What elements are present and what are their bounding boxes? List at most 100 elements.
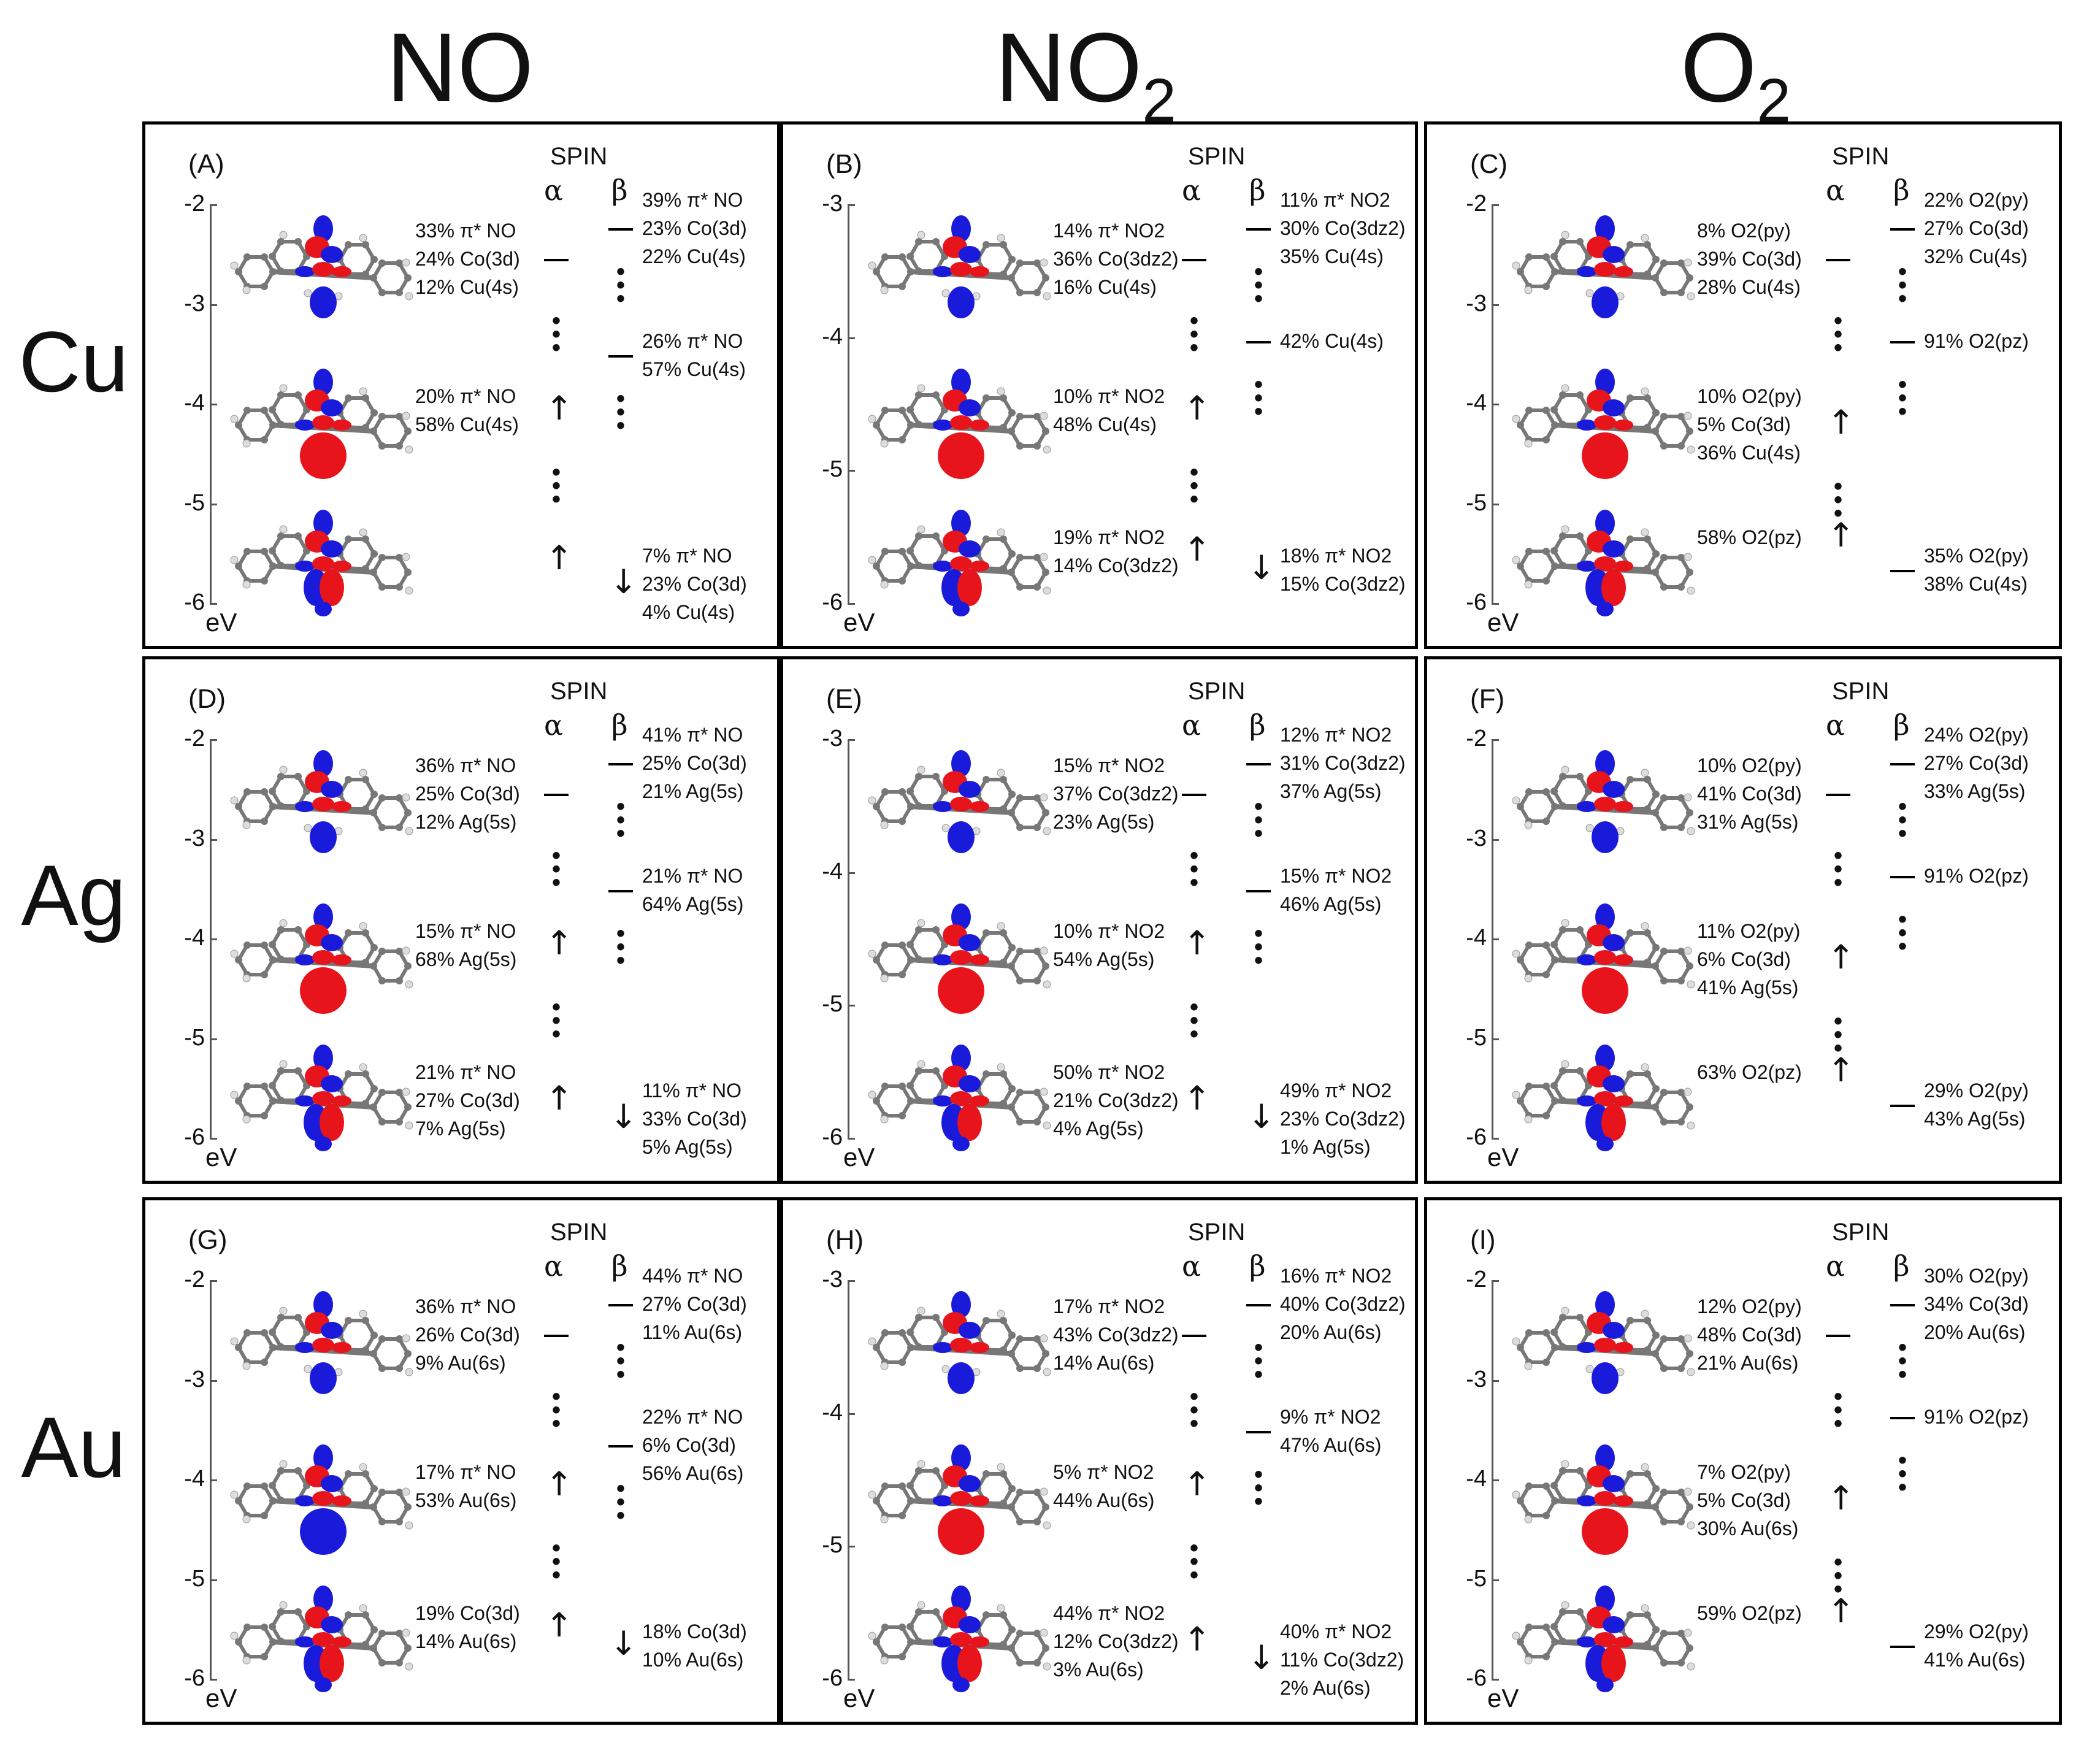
annotation-line: 20% Au(6s): [1924, 1321, 2026, 1343]
alpha-label: α: [1182, 708, 1201, 742]
molecule-orbital-image: [222, 364, 424, 480]
beta-spin-arrow: ↓: [1247, 1638, 1276, 1677]
energy-unit-label: eV: [843, 1143, 875, 1172]
annotation-line: 34% Co(3d): [1924, 1293, 2029, 1315]
beta-level-annotation: 41% π* NO 25% Co(3d) 21% Ag(5s): [642, 721, 747, 805]
ellipsis-dots: • • •: [1898, 793, 1907, 847]
alpha-level-annotation: 59% O2(pz): [1697, 1599, 1802, 1627]
axis-tick-mark: [848, 872, 855, 874]
beta-level-annotation: 42% Cu(4s): [1280, 327, 1384, 355]
beta-energy-level: [1890, 876, 1915, 878]
beta-energy-level: [1890, 228, 1915, 231]
annotation-line: 33% π* NO: [415, 220, 516, 242]
axis-tick-label: -6: [822, 1124, 843, 1150]
annotation-line: 43% Co(3dz2): [1053, 1324, 1179, 1346]
annotation-line: 22% O2(py): [1924, 189, 2029, 211]
annotation-line: 54% Ag(5s): [1053, 948, 1155, 970]
alpha-level-annotation: 33% π* NO 24% Co(3d) 12% Cu(4s): [415, 217, 520, 301]
alpha-level-annotation: 17% π* NO 53% Au(6s): [415, 1458, 516, 1514]
axis-tick-mark: [848, 739, 855, 741]
alpha-spin-arrow: ↑: [545, 389, 573, 428]
ellipsis-dots: • • •: [1189, 994, 1198, 1048]
annotation-line: 36% Cu(4s): [1697, 442, 1801, 464]
molecule-orbital-image: [1504, 745, 1706, 862]
annotation-line: 18% π* NO2: [1280, 545, 1392, 567]
axis-tick-label: -6: [184, 1665, 205, 1691]
molecule-orbital-image: [860, 1286, 1062, 1403]
alpha-spin-arrow: ↑: [1183, 924, 1211, 962]
orbital-isosurface: [1512, 903, 1695, 1014]
panel-b: (B) -3 -4 -5 -6 eV SPIN α β 14% π* NO2 36% Co(3dz2…: [780, 121, 1418, 649]
annotation-line: 22% Cu(4s): [642, 245, 746, 267]
alpha-energy-level: [1826, 259, 1850, 261]
beta-label: β: [1249, 174, 1266, 207]
axis-tick-label: -5: [184, 1024, 205, 1051]
axis-tick-mark: [210, 938, 217, 940]
alpha-energy-level: [1182, 259, 1206, 261]
alpha-spin-arrow: ↑: [545, 924, 573, 962]
axis-tick-label: -2: [1466, 191, 1487, 217]
beta-level-annotation: 29% O2(py) 41% Au(6s): [1924, 1617, 2029, 1674]
panel-a: (A) -2 -3 -4 -5 -6 eV SPIN α β 33% π* NO 24% Co(3d)…: [142, 121, 780, 649]
axis-tick-label: -6: [184, 589, 205, 615]
ellipsis-dots: • • •: [551, 842, 561, 896]
row-header-cu: Cu: [18, 313, 129, 410]
annotation-line: 24% Co(3d): [415, 248, 520, 270]
annotation-line: 19% π* NO2: [1053, 526, 1165, 548]
orbital-isosurface: [868, 1444, 1051, 1555]
beta-level-annotation: 18% π* NO2 15% Co(3dz2): [1280, 542, 1406, 598]
beta-spin-arrow: ↓: [1247, 1097, 1276, 1136]
annotation-line: 17% π* NO2: [1053, 1295, 1165, 1317]
beta-energy-level: [608, 228, 633, 231]
alpha-label: α: [1826, 174, 1845, 207]
annotation-line: 27% Co(3d): [642, 1293, 747, 1315]
axis-tick-label: -5: [184, 1565, 205, 1592]
ellipsis-dots: • • •: [551, 459, 561, 513]
orbital-isosurface: [1512, 1586, 1695, 1692]
ellipsis-dots: • • •: [1254, 1461, 1263, 1515]
alpha-spin-arrow: ↑: [545, 1079, 573, 1118]
annotation-line: 7% Ag(5s): [415, 1118, 506, 1140]
alpha-level-annotation: 50% π* NO2 21% Co(3dz2) 4% Ag(5s): [1053, 1058, 1179, 1143]
molecule-orbital-image: [860, 1040, 1062, 1156]
annotation-line: 36% π* NO: [415, 1295, 516, 1317]
beta-level-annotation: 49% π* NO2 23% Co(3dz2) 1% Ag(5s): [1280, 1076, 1406, 1161]
beta-level-annotation: 30% O2(py) 34% Co(3d) 20% Au(6s): [1924, 1262, 2029, 1346]
annotation-line: 17% π* NO: [415, 1461, 516, 1483]
beta-level-annotation: 29% O2(py) 43% Ag(5s): [1924, 1076, 2029, 1133]
axis-tick-label: -4: [1466, 1466, 1487, 1492]
molecule-orbital-image: [1504, 364, 1706, 480]
annotation-line: 53% Au(6s): [415, 1489, 517, 1511]
annotation-line: 1% Ag(5s): [1280, 1136, 1371, 1158]
annotation-line: 8% O2(py): [1697, 220, 1791, 242]
axis-tick-label: -2: [184, 191, 205, 217]
alpha-level-annotation: 8% O2(py) 39% Co(3d) 28% Cu(4s): [1697, 217, 1802, 301]
alpha-spin-arrow: ↑: [545, 1465, 573, 1503]
alpha-label: α: [1182, 174, 1201, 207]
annotation-line: 27% Co(3d): [415, 1089, 520, 1111]
annotation-line: 10% π* NO2: [1053, 385, 1165, 407]
beta-level-annotation: 9% π* NO2 47% Au(6s): [1280, 1403, 1381, 1459]
spin-label: SPIN: [1832, 678, 1890, 705]
annotation-line: 31% Co(3dz2): [1280, 752, 1406, 774]
spin-label: SPIN: [1188, 1219, 1246, 1246]
beta-energy-level: [608, 763, 633, 765]
orbital-isosurface: [1512, 1444, 1695, 1555]
annotation-line: 40% π* NO2: [1280, 1620, 1392, 1643]
axis-tick-mark: [210, 1280, 217, 1282]
annotation-line: 11% π* NO: [642, 1079, 741, 1102]
orbital-isosurface: [230, 369, 413, 479]
beta-level-annotation: 91% O2(pz): [1924, 327, 2029, 355]
axis-tick-label: -3: [822, 1267, 843, 1292]
axis-tick-mark: [1492, 938, 1499, 940]
axis-tick-mark: [210, 1138, 217, 1140]
ellipsis-dots: • • •: [551, 1383, 561, 1437]
panel-label: (B): [826, 149, 862, 179]
panel-label: (C): [1470, 149, 1508, 179]
annotation-line: 39% π* NO: [642, 189, 743, 211]
panel-label: (D): [188, 684, 226, 714]
alpha-level-annotation: 36% π* NO 26% Co(3d) 9% Au(6s): [415, 1292, 520, 1377]
ellipsis-dots: • • •: [616, 793, 625, 847]
alpha-label: α: [1826, 1249, 1845, 1283]
annotation-line: 6% Co(3d): [1697, 948, 1791, 970]
